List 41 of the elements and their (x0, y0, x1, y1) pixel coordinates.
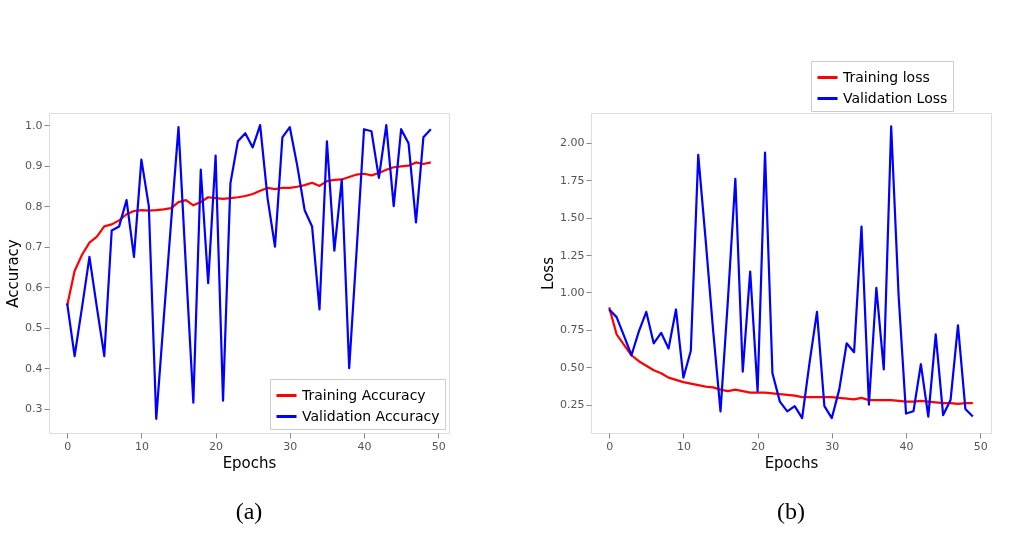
x-tick-label: 30 (283, 439, 298, 453)
text: (b) (777, 498, 805, 524)
y-tick-label: 1.50 (560, 211, 585, 225)
x-tick-label: 20 (751, 439, 766, 453)
y-tick-label: 0.4 (25, 361, 43, 375)
y-tick-label: 0.50 (560, 360, 585, 374)
y-tick-label: 0.7 (25, 240, 43, 254)
y-tick-label: 0.25 (560, 398, 585, 412)
x-tick-label: 0 (606, 439, 614, 453)
x-tick-label: 40 (357, 439, 372, 453)
x-tick-label: 0 (64, 439, 72, 453)
y-tick-label: 1.0 (25, 118, 43, 132)
x-tick-label: 30 (825, 439, 840, 453)
y-tick-label: 1.75 (560, 173, 585, 187)
x-axis-title: Epochs (222, 453, 277, 472)
y-tick-label: 0.5 (25, 321, 43, 335)
line-series (608, 306, 974, 405)
y-tick-label: 0.8 (25, 199, 43, 213)
x-tick-label: 50 (431, 439, 446, 453)
legend-label: Validation Loss (843, 89, 948, 106)
x-tick-label: 10 (134, 439, 149, 453)
y-axis-title: Loss (539, 256, 558, 290)
y-tick-label: 0.75 (560, 323, 585, 337)
x-tick-label: 50 (973, 439, 988, 453)
y-tick-label: 0.9 (25, 159, 43, 173)
x-tick-label: 40 (899, 439, 914, 453)
x-tick-label: 20 (209, 439, 224, 453)
y-tick-label: 1.00 (560, 285, 585, 299)
legend-label: Training loss (842, 68, 930, 85)
line-series (608, 125, 974, 420)
line-series (66, 161, 432, 307)
y-axis-title: Accuracy (4, 239, 23, 308)
x-tick-label: 10 (676, 439, 691, 453)
legend-label: Training Accuracy (301, 386, 426, 403)
y-tick-label: 0.3 (25, 402, 43, 416)
y-tick-label: 2.00 (560, 136, 585, 150)
text: (a) (235, 498, 263, 524)
y-tick-label: 1.25 (560, 248, 585, 262)
legend-label: Validation Accuracy (302, 407, 440, 424)
x-axis-title: Epochs (764, 453, 819, 472)
y-tick-label: 0.6 (25, 280, 43, 294)
